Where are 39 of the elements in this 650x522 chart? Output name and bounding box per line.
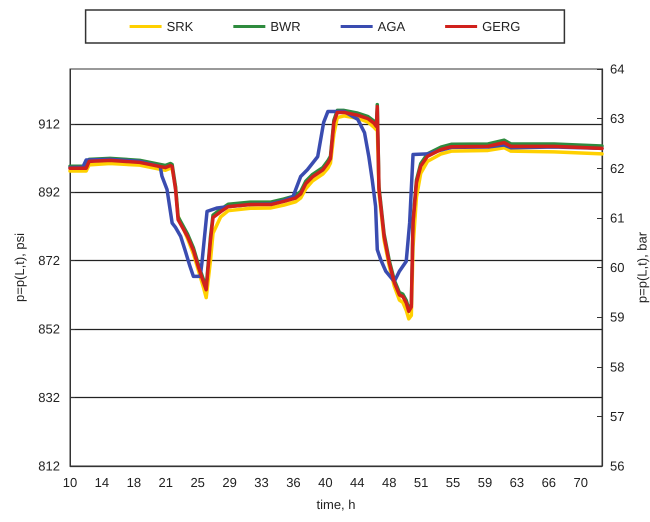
y2-tick-label: 63 bbox=[610, 111, 624, 126]
y-tick-label: 812 bbox=[38, 458, 60, 474]
y2-tick-label: 58 bbox=[610, 359, 624, 374]
y-tick-label: 912 bbox=[38, 116, 60, 132]
y2-tick-label: 61 bbox=[610, 210, 624, 226]
y2-tick-label: 57 bbox=[610, 408, 624, 424]
x-tick-label: 55 bbox=[446, 475, 460, 490]
y2-axis-title: p=p(L,t), bar bbox=[634, 231, 650, 304]
x-tick-label: 14 bbox=[94, 475, 110, 490]
x-axis-title: time, h bbox=[316, 497, 356, 512]
x-tick-label: 40 bbox=[318, 475, 333, 490]
x-tick-label: 63 bbox=[510, 475, 524, 490]
x-tick-label: 21 bbox=[158, 475, 173, 490]
x-tick-label: 25 bbox=[190, 475, 205, 490]
y-axis-title: p=p(L,t), psi bbox=[12, 232, 27, 302]
y2-tick-label: 62 bbox=[610, 160, 624, 176]
x-tick-label: 29 bbox=[222, 475, 237, 490]
y-tick-label: 832 bbox=[38, 390, 60, 406]
legend-label: AGA bbox=[378, 19, 406, 34]
x-tick-label: 18 bbox=[126, 475, 142, 490]
legend-label: BWR bbox=[270, 19, 301, 34]
x-tick-label: 51 bbox=[414, 475, 428, 490]
x-tick-label: 66 bbox=[542, 475, 556, 490]
x-tick-label: 36 bbox=[286, 475, 301, 490]
x-tick-label: 44 bbox=[350, 475, 365, 490]
x-tick-label: 59 bbox=[478, 475, 492, 490]
x-tick-label: 33 bbox=[254, 475, 269, 490]
x-tick-label: 48 bbox=[382, 475, 396, 490]
y-tick-label: 852 bbox=[38, 322, 60, 337]
y2-tick-label: 60 bbox=[610, 260, 624, 275]
y2-tick-label: 56 bbox=[610, 458, 624, 474]
x-tick-label: 70 bbox=[573, 475, 588, 490]
y2-tick-label: 64 bbox=[610, 62, 624, 76]
y2-tick-label: 59 bbox=[610, 310, 624, 325]
x-tick-label: 10 bbox=[62, 475, 78, 490]
legend-label: GERG bbox=[482, 19, 520, 34]
y-tick-label: 892 bbox=[38, 184, 60, 200]
y-tick-label: 872 bbox=[38, 253, 60, 268]
legend-label: SRK bbox=[166, 19, 194, 34]
